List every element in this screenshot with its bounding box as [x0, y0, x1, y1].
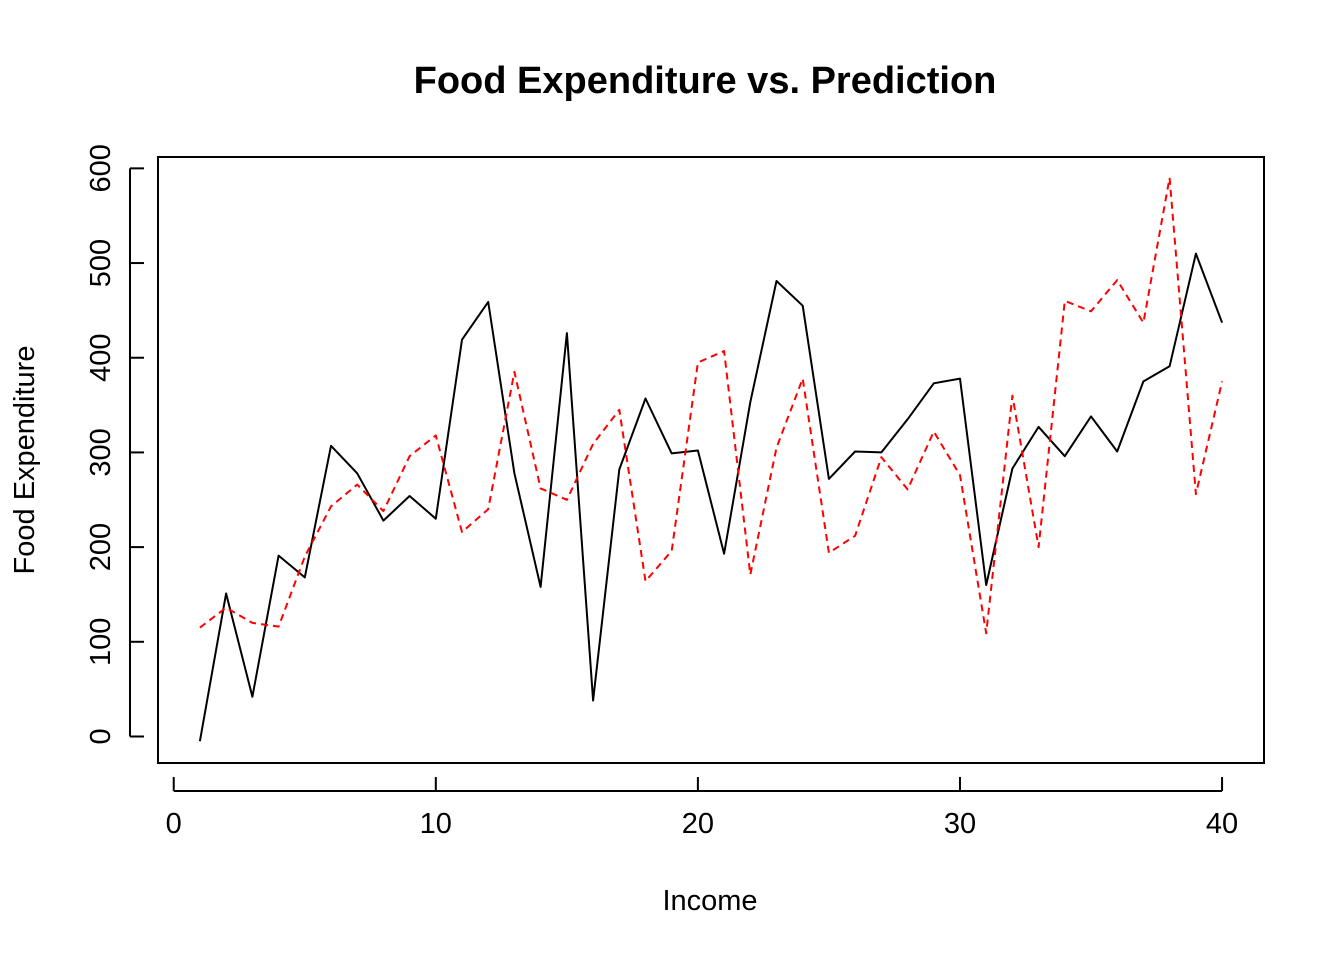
- y-tick-label: 500: [85, 239, 117, 287]
- y-tick-label: 0: [85, 728, 117, 744]
- y-tick-label: 600: [85, 144, 117, 192]
- x-tick-label: 20: [682, 808, 714, 840]
- y-axis-label: Food Expenditure: [9, 346, 41, 575]
- y-tick-label: 300: [85, 428, 117, 476]
- x-axis-label: Income: [662, 885, 757, 917]
- plot-frame: [157, 156, 1265, 764]
- y-axis: 0 100 200 300 400 500 600: [85, 144, 144, 745]
- x-tick-label: 10: [420, 808, 452, 840]
- x-tick-label: 0: [166, 808, 182, 840]
- series-layer: [198, 176, 1224, 742]
- chart-title: Food Expenditure vs. Prediction: [414, 60, 997, 102]
- x-tick-label: 30: [944, 808, 976, 840]
- x-tick-label: 40: [1206, 808, 1238, 840]
- y-tick-label: 100: [85, 618, 117, 666]
- y-tick-label: 200: [85, 523, 117, 571]
- prediction-series-line: [199, 176, 1224, 635]
- y-tick-label: 400: [85, 334, 117, 382]
- expenditure-series-line: [198, 252, 1224, 742]
- x-axis: 0 10 20 30 40: [166, 777, 1238, 840]
